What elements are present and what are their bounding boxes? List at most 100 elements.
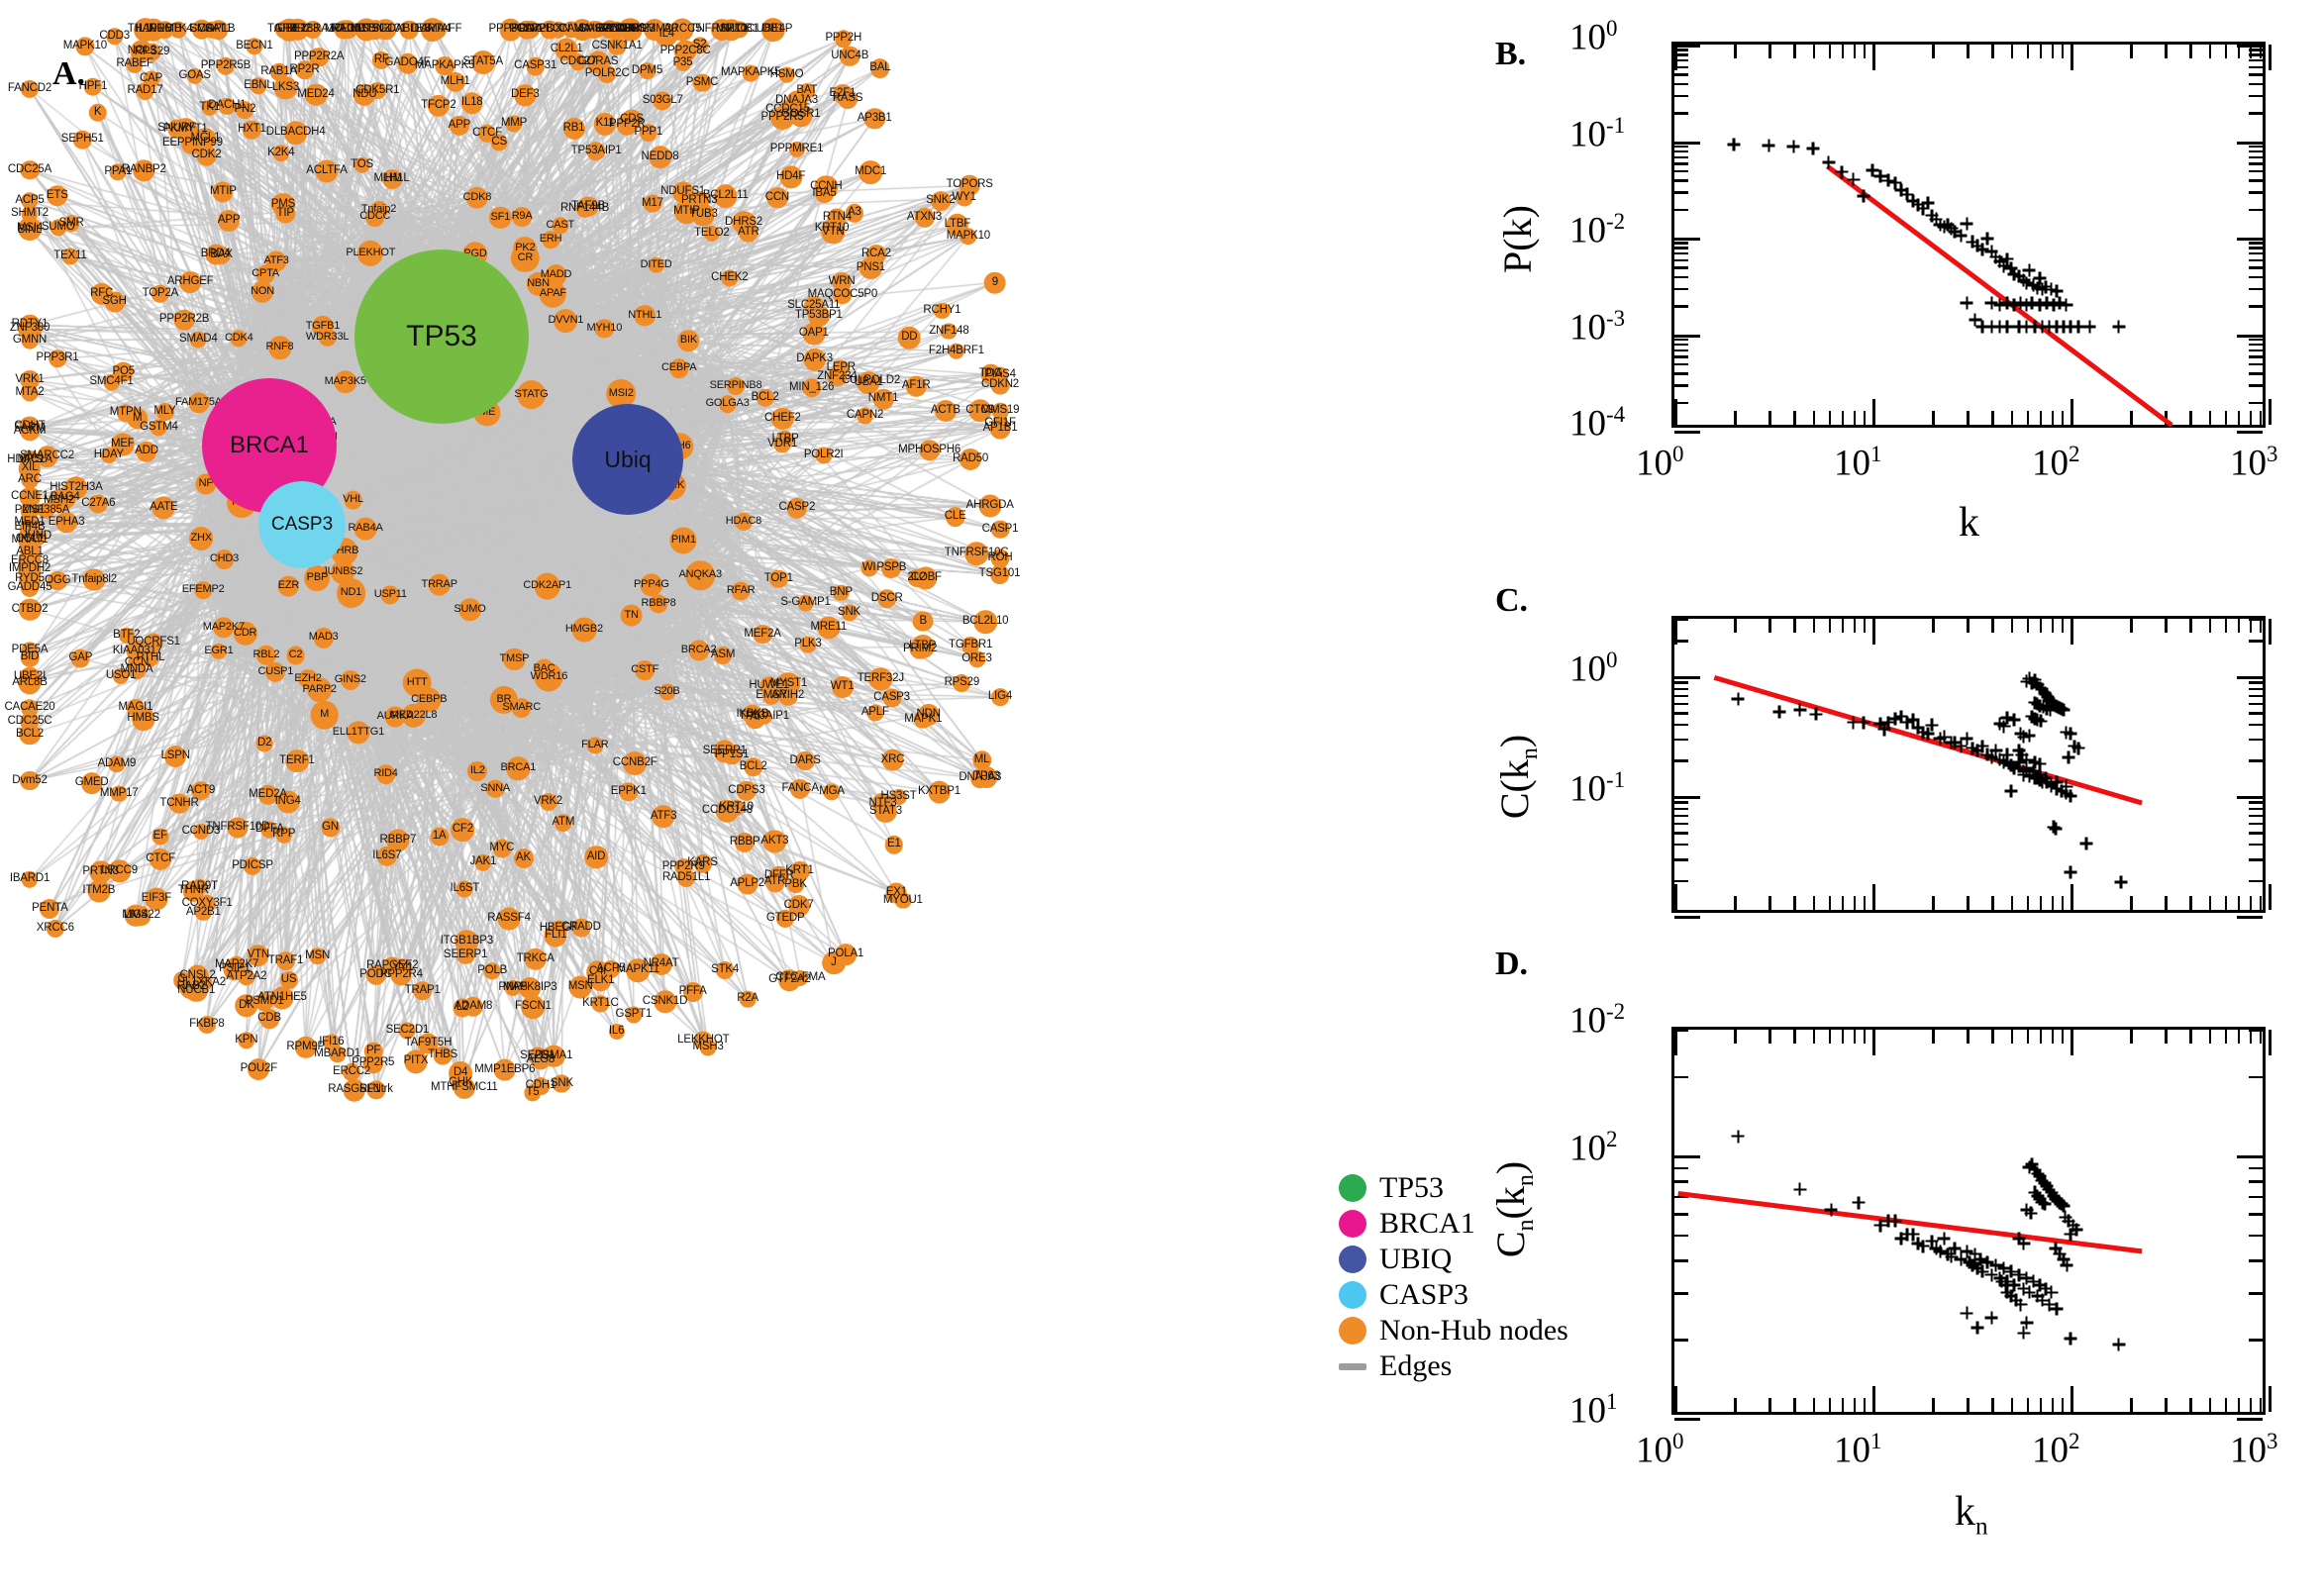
network-node[interactable] (399, 20, 419, 40)
network-node[interactable] (914, 207, 935, 228)
network-node[interactable] (504, 979, 522, 996)
network-node[interactable] (832, 271, 852, 292)
network-node[interactable] (467, 761, 488, 782)
network-node[interactable] (151, 284, 170, 304)
network-node[interactable] (907, 568, 926, 587)
network-node[interactable] (882, 688, 901, 708)
network-node[interactable] (764, 872, 785, 892)
network-node[interactable] (276, 790, 300, 814)
network-node[interactable] (586, 142, 606, 161)
network-node[interactable] (881, 748, 904, 771)
network-node[interactable] (703, 225, 720, 243)
network-node[interactable] (50, 219, 67, 237)
network-node[interactable] (227, 817, 249, 839)
network-node[interactable] (490, 134, 508, 151)
network-node[interactable] (386, 829, 410, 852)
network-node[interactable] (347, 720, 370, 745)
network-node[interactable] (601, 959, 620, 978)
network-node[interactable] (36, 446, 58, 467)
network-node[interactable] (737, 873, 758, 895)
network-node[interactable] (930, 190, 951, 211)
network-node[interactable] (152, 828, 169, 846)
network-node[interactable] (789, 103, 813, 127)
network-node[interactable] (354, 517, 377, 541)
network-node[interactable] (823, 782, 841, 801)
network-node[interactable] (905, 375, 927, 397)
network-node[interactable] (917, 703, 940, 726)
network-node[interactable] (236, 101, 254, 119)
network-node[interactable] (88, 860, 113, 884)
network-hub-casp3[interactable]: CASP3 (258, 481, 346, 568)
network-node[interactable] (243, 856, 262, 875)
network-node[interactable] (88, 103, 107, 123)
network-node[interactable] (795, 750, 816, 771)
network-node[interactable] (653, 990, 677, 1014)
network-node[interactable] (584, 845, 608, 869)
network-node[interactable] (863, 107, 885, 130)
network-node[interactable] (506, 756, 530, 780)
network-node[interactable] (136, 441, 157, 462)
network-node[interactable] (286, 18, 310, 42)
network-node[interactable] (872, 388, 894, 410)
network-node[interactable] (62, 215, 80, 233)
network-node[interactable] (650, 952, 672, 975)
network-node[interactable] (255, 264, 275, 284)
network-node[interactable] (55, 512, 77, 534)
network-node[interactable] (990, 520, 1010, 540)
network-node[interactable] (80, 772, 103, 795)
network-node[interactable] (192, 824, 209, 841)
network-node[interactable] (87, 879, 111, 903)
network-node[interactable] (136, 82, 154, 101)
network-node[interactable] (692, 73, 712, 92)
network-node[interactable] (21, 699, 39, 717)
network-node[interactable] (845, 204, 863, 223)
network-node[interactable] (18, 317, 42, 341)
network-node[interactable] (817, 616, 841, 640)
network-node[interactable] (762, 830, 786, 853)
network-node[interactable] (19, 667, 41, 688)
network-node[interactable] (970, 768, 990, 788)
network-node[interactable] (522, 20, 541, 40)
network-node[interactable] (822, 950, 846, 975)
network-node[interactable] (48, 489, 71, 513)
network-node[interactable] (575, 199, 594, 218)
network-node[interactable] (868, 666, 892, 691)
network-node[interactable] (652, 805, 675, 829)
network-node[interactable] (21, 192, 39, 210)
network-node[interactable] (340, 21, 358, 39)
network-node[interactable] (858, 160, 883, 184)
network-node[interactable] (111, 433, 135, 456)
network-node[interactable] (960, 228, 977, 246)
network-node[interactable] (366, 1080, 386, 1100)
network-node[interactable] (742, 704, 763, 725)
network-node[interactable] (991, 688, 1009, 707)
network-node[interactable] (344, 490, 362, 510)
network-node[interactable] (607, 37, 627, 56)
network-node[interactable] (505, 115, 523, 133)
network-node[interactable] (617, 114, 638, 136)
network-node[interactable] (991, 415, 1009, 433)
network-node[interactable] (197, 1016, 216, 1034)
network-node[interactable] (792, 969, 809, 986)
network-node[interactable] (238, 1032, 255, 1049)
network-node[interactable] (626, 958, 651, 983)
network-node[interactable] (108, 859, 132, 883)
network-node[interactable] (773, 436, 791, 453)
network-node[interactable] (311, 315, 335, 338)
network-node[interactable] (194, 581, 212, 600)
network-node[interactable] (815, 447, 833, 464)
network-node[interactable] (802, 322, 826, 346)
network-node[interactable] (404, 1049, 428, 1073)
network-node[interactable] (483, 962, 501, 980)
network-node[interactable] (620, 604, 643, 627)
network-node[interactable] (210, 643, 228, 660)
network-node[interactable] (108, 755, 126, 773)
network-node[interactable] (275, 951, 296, 971)
network-node[interactable] (934, 399, 957, 422)
network-node[interactable] (964, 542, 988, 566)
network-node[interactable] (113, 667, 130, 684)
network-node[interactable] (278, 575, 299, 597)
network-node[interactable] (713, 184, 738, 209)
network-node[interactable] (257, 784, 278, 805)
network-node[interactable] (860, 559, 878, 577)
